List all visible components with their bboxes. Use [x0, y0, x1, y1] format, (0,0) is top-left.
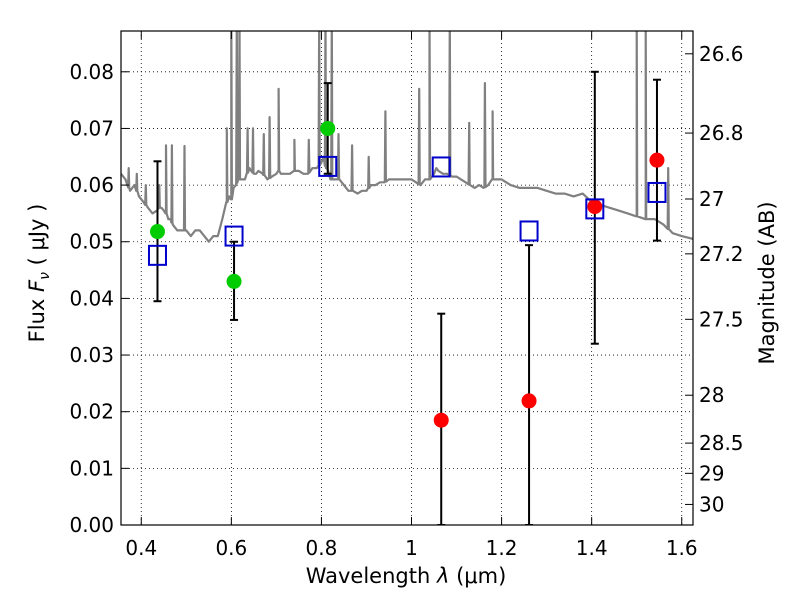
- model-flux-square: [318, 155, 338, 177]
- y-tick-label: 0.04: [69, 286, 114, 310]
- y-tick-label: 0.08: [69, 60, 114, 84]
- model-spectrum-line: [121, 31, 693, 243]
- observed-flux-point: [521, 393, 537, 409]
- y2-tick-label: 29: [699, 461, 724, 485]
- observed-flux-point: [433, 412, 449, 428]
- x-tick-label: 1.6: [666, 536, 698, 560]
- plot-frame: [120, 30, 694, 526]
- x-tick-label: 1: [405, 536, 418, 560]
- x-tick-label: 0.6: [215, 536, 247, 560]
- model-flux-square: [647, 181, 667, 203]
- model-flux-square: [519, 220, 539, 242]
- x-tick-label: 1.4: [576, 536, 608, 560]
- y-tick-label: 0.03: [69, 343, 114, 367]
- x-axis-label: Wavelength λ (μm): [306, 564, 507, 588]
- axes: 0.4 0.6 0.8 1 1.2 1.4 1.6 0.00 0.01 0.02 0.03 0.04 0…: [69, 31, 744, 560]
- y-tick-label: 0.02: [69, 400, 114, 424]
- observed-flux-point: [226, 273, 242, 289]
- y2-tick-label: 27.2: [699, 242, 744, 266]
- x-tick-label: 0.4: [125, 536, 157, 560]
- y2-tick-label: 30: [699, 492, 724, 516]
- y-tick-label: 0.07: [69, 116, 114, 140]
- observed-flux-point: [149, 224, 165, 240]
- model-flux-square: [585, 198, 605, 220]
- y2-tick-label: 26.6: [699, 42, 744, 66]
- plot-area: [121, 31, 693, 525]
- y-tick-label: 0.06: [69, 173, 114, 197]
- y2-tick-label: 28.5: [699, 431, 744, 455]
- y-axis-label: Flux Fν ( μJy ): [25, 204, 53, 343]
- model-flux-square: [147, 244, 167, 266]
- observed-flux-point: [649, 152, 665, 168]
- grid: [121, 31, 693, 526]
- model-flux-square: [431, 156, 451, 178]
- x-tick-label: 1.2: [486, 536, 518, 560]
- x-tick-label: 0.8: [306, 536, 338, 560]
- y2-tick-label: 27.5: [699, 307, 744, 331]
- y2-tick-label: 27: [699, 187, 724, 211]
- y-tick-label: 0.05: [69, 230, 114, 254]
- observed-flux-point: [587, 199, 603, 215]
- model-flux-square: [224, 225, 244, 247]
- y2-tick-label: 26.8: [699, 121, 744, 145]
- y-tick-label: 0.00: [69, 513, 114, 537]
- observed-flux-point: [320, 120, 336, 136]
- y2-tick-label: 28: [699, 383, 724, 407]
- y-tick-label: 0.01: [69, 456, 114, 480]
- y2-axis-label: Magnitude (AB): [755, 201, 779, 364]
